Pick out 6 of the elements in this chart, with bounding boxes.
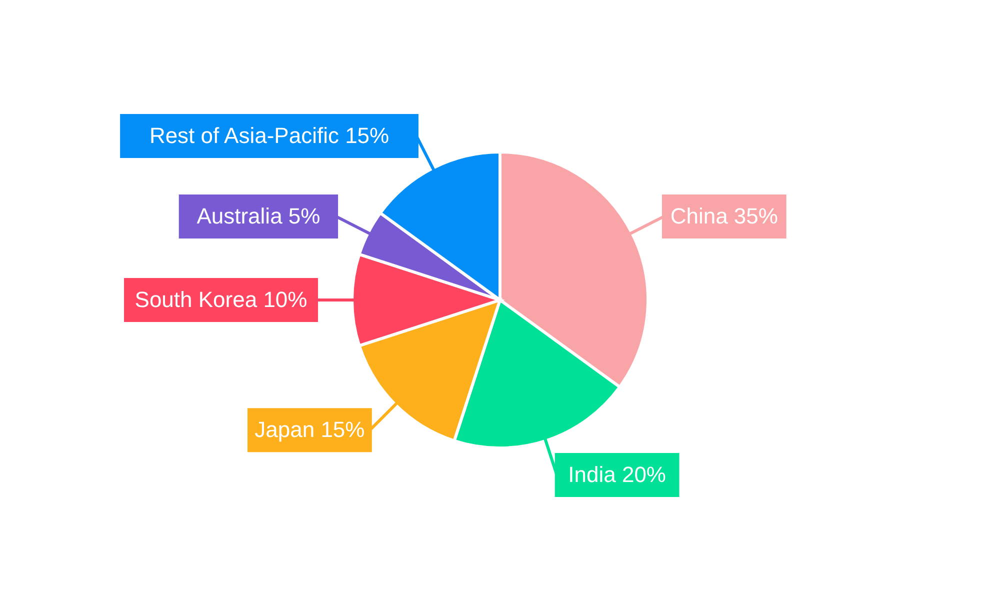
slice-label: Japan 15%	[254, 417, 365, 442]
slice-label: India 20%	[568, 462, 666, 487]
slice-label: China 35%	[670, 203, 778, 228]
slice-label: Rest of Asia-Pacific 15%	[149, 123, 390, 148]
slice-label: Australia 5%	[196, 203, 320, 228]
slice-label: South Korea 10%	[134, 287, 308, 312]
